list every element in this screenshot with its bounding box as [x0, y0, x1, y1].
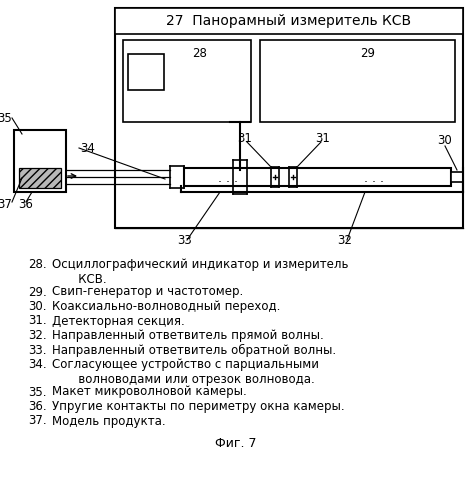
- Text: 31: 31: [316, 132, 330, 144]
- Text: 30.: 30.: [28, 300, 47, 313]
- Bar: [451, 172, 463, 182]
- Text: 27  Панорамный измеритель КСВ: 27 Панорамный измеритель КСВ: [167, 14, 412, 28]
- Text: 29.: 29.: [28, 286, 47, 298]
- Text: Фиг. 7: Фиг. 7: [215, 437, 257, 450]
- Text: 36.: 36.: [28, 400, 47, 413]
- Text: 33: 33: [177, 234, 193, 246]
- Bar: [14, 130, 66, 192]
- Text: Осциллографический индикатор и измеритель
       КСВ.: Осциллографический индикатор и измерител…: [52, 258, 348, 286]
- Text: 33.: 33.: [28, 344, 47, 356]
- Bar: [128, 54, 164, 90]
- Text: 36: 36: [18, 198, 34, 210]
- Text: 37: 37: [0, 198, 12, 210]
- Text: 32: 32: [337, 234, 353, 246]
- Text: 29: 29: [360, 47, 375, 60]
- Text: . . .: . . .: [218, 172, 237, 184]
- Text: 30: 30: [438, 134, 452, 146]
- Text: 35.: 35.: [28, 386, 47, 398]
- Text: 32.: 32.: [28, 329, 47, 342]
- Text: 34: 34: [80, 142, 95, 154]
- Bar: [115, 8, 463, 228]
- Text: Направленный ответвитель прямой волны.: Направленный ответвитель прямой волны.: [52, 329, 324, 342]
- Text: 28: 28: [193, 47, 207, 60]
- Text: Коаксиально-волноводный переход.: Коаксиально-волноводный переход.: [52, 300, 280, 313]
- Text: Детекторная секция.: Детекторная секция.: [52, 314, 185, 328]
- Bar: [115, 8, 463, 34]
- Text: 37.: 37.: [28, 414, 47, 428]
- Text: Модель продукта.: Модель продукта.: [52, 414, 166, 428]
- Text: Макет микроволновой камеры.: Макет микроволновой камеры.: [52, 386, 247, 398]
- Text: Согласующее устройство с парциальными
       волноводами или отрезок волновода.: Согласующее устройство с парциальными во…: [52, 358, 319, 386]
- Text: 35: 35: [0, 112, 12, 124]
- Bar: [19, 168, 61, 188]
- Text: 31: 31: [237, 132, 253, 144]
- Bar: [184, 168, 451, 186]
- Text: 31.: 31.: [28, 314, 47, 328]
- Text: Свип-генератор и частотомер.: Свип-генератор и частотомер.: [52, 286, 243, 298]
- Text: . . .: . . .: [364, 172, 384, 184]
- Text: Упругие контакты по периметру окна камеры.: Упругие контакты по периметру окна камер…: [52, 400, 345, 413]
- Bar: [123, 40, 251, 122]
- Text: Направленный ответвитель обратной волны.: Направленный ответвитель обратной волны.: [52, 344, 336, 356]
- Text: 28.: 28.: [28, 258, 47, 271]
- Bar: [260, 40, 455, 122]
- Text: 34.: 34.: [28, 358, 47, 371]
